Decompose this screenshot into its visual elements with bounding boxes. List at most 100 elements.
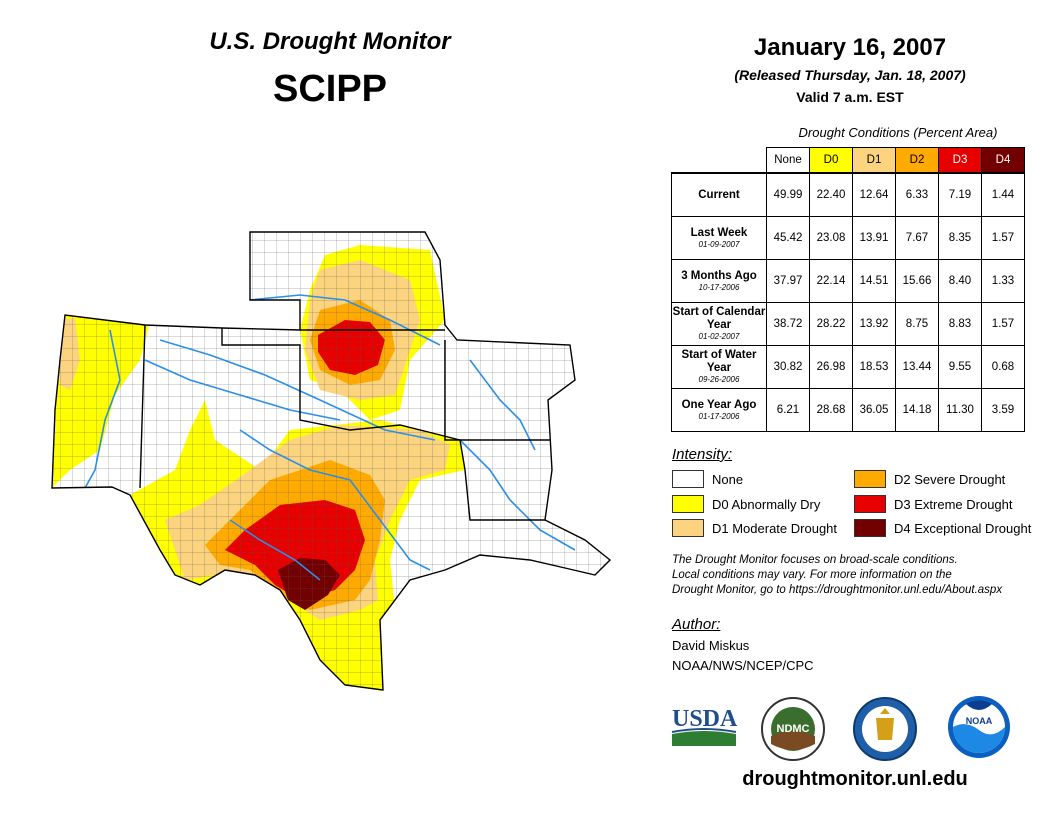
region-title: SCIPP (272, 68, 388, 110)
row-date: 01-17-2006 (698, 411, 740, 421)
row-header: Start of Water Year 09-26-2006 (671, 345, 767, 389)
drought-map (51, 231, 612, 691)
col-header-d4: D4 (981, 147, 1025, 174)
table-cell: 28.68 (809, 388, 853, 432)
table-cell: 22.14 (809, 259, 853, 303)
table-cell: 6.33 (895, 172, 939, 217)
table-cell: 0.68 (981, 345, 1025, 389)
row-header: One Year Ago 01-17-2006 (671, 388, 767, 432)
table-cell: 8.75 (895, 302, 939, 346)
monitor-title: U.S. Drought Monitor (209, 28, 451, 55)
legend-item-d2: D2 Severe Drought (854, 470, 1005, 488)
ndmc-logo-text: NDMC (777, 723, 810, 735)
table-cell: 1.44 (981, 172, 1025, 217)
table-header-row: None D0 D1 D2 D3 D4 (671, 147, 1025, 174)
row-header: Current (671, 172, 767, 217)
noaa-logo-text: NOAA (966, 716, 993, 726)
legend-item-d1: D1 Moderate Drought (672, 519, 837, 537)
release-date: (Released Thursday, Jan. 18, 2007) (734, 67, 966, 83)
table-cell: 13.92 (852, 302, 896, 346)
row-label: 3 Months Ago (681, 269, 757, 282)
row-date: 09-26-2006 (698, 375, 740, 384)
author-label: Author: (672, 616, 721, 633)
table-cell: 37.97 (766, 259, 810, 303)
table-cell: 1.57 (981, 216, 1025, 260)
swatch-d1 (672, 519, 704, 537)
table-cell: 8.35 (938, 216, 982, 260)
row-date: 01-09-2007 (698, 239, 740, 249)
col-header-none: None (766, 147, 810, 174)
map-date: January 16, 2007 (753, 34, 947, 61)
row-label: One Year Ago (681, 398, 757, 411)
table-cell: 9.55 (938, 345, 982, 389)
col-header-d0: D0 (809, 147, 853, 174)
author-org: NOAA/NWS/NCEP/CPC (672, 658, 814, 673)
website-link[interactable]: droughtmonitor.unl.edu (742, 768, 968, 790)
table-cell: 36.05 (852, 388, 896, 432)
table-cell: 8.83 (938, 302, 982, 346)
valid-time: Valid 7 a.m. EST (796, 89, 904, 105)
table-cell: 1.57 (981, 302, 1025, 346)
table-cell: 11.30 (938, 388, 982, 432)
land-area (52, 232, 610, 690)
table-row: 3 Months Ago 10-17-2006 37.97 22.14 14.51… (671, 259, 1025, 303)
row-header: Start of Calendar Year 01-02-2007 (671, 302, 767, 346)
table-cell: 8.40 (938, 259, 982, 303)
table-row: Start of Water Year 09-26-2006 30.82 26.9… (671, 345, 1025, 389)
note-line: Drought Monitor, go to https://droughtmo… (672, 584, 1003, 596)
table-row: One Year Ago 01-17-2006 6.21 28.68 36.05 … (671, 388, 1025, 432)
col-header-d2: D2 (895, 147, 939, 174)
ndmc-logo: NDMC (761, 697, 825, 761)
table-cell: 45.42 (766, 216, 810, 260)
row-label: Last Week (690, 226, 748, 239)
table-cell: 12.64 (852, 172, 896, 217)
note-line: Local conditions may vary. For more info… (672, 569, 952, 581)
table-row: Current 49.99 22.40 12.64 6.33 7.19 1.44 (671, 172, 1025, 217)
col-header-d1: D1 (852, 147, 896, 174)
legend-label: D2 Severe Drought (894, 471, 1006, 487)
row-label: Start of Water Year (681, 349, 757, 374)
table-row: Start of Calendar Year 01-02-2007 38.72 2… (671, 302, 1025, 346)
table-cell: 18.53 (852, 345, 896, 389)
table-cell: 38.72 (766, 302, 810, 346)
table-cell: 7.19 (938, 172, 982, 217)
table-cell: 1.33 (981, 259, 1025, 303)
table-cell: 3.59 (981, 388, 1025, 432)
table-cell: 14.51 (852, 259, 896, 303)
row-header: Last Week 01-09-2007 (671, 216, 767, 260)
row-label: Current (698, 188, 740, 201)
table-cell: 30.82 (766, 345, 810, 389)
table-cell: 15.66 (895, 259, 939, 303)
table-corner (671, 147, 767, 173)
table-row: Last Week 01-09-2007 45.42 23.08 13.91 7.… (671, 216, 1025, 260)
table-cell: 23.08 (809, 216, 853, 260)
state-borders (51, 231, 612, 691)
table-cell: 49.99 (766, 172, 810, 217)
table-cell: 22.40 (809, 172, 853, 217)
legend-item-d4: D4 Exceptional Drought (854, 519, 1031, 537)
legend-title: Intensity: (672, 446, 733, 463)
legend-label: D1 Moderate Drought (712, 520, 838, 536)
table-cell: 13.91 (852, 216, 896, 260)
legend-label: None (712, 471, 744, 487)
row-date: 10-17-2006 (698, 282, 740, 292)
legend-item-d3: D3 Extreme Drought (854, 495, 1013, 513)
usda-logo: USDA (671, 706, 738, 746)
table-cell: 28.22 (809, 302, 853, 346)
rivers (84, 294, 576, 581)
table-cell: 26.98 (809, 345, 853, 389)
usda-logo-text: USDA (672, 706, 738, 732)
table-cell: 13.44 (895, 345, 939, 389)
noaa-logo: NOAA (948, 696, 1010, 758)
swatch-none (672, 470, 704, 488)
row-date: 01-02-2007 (698, 332, 740, 341)
legend-label: D3 Extreme Drought (894, 496, 1013, 512)
swatch-d2 (854, 470, 886, 488)
legend-label: D0 Abnormally Dry (712, 496, 821, 512)
swatch-d4 (854, 519, 886, 537)
drought-table: None D0 D1 D2 D3 D4 Current 49.99 22.40 … (671, 147, 1025, 432)
table-caption: Drought Conditions (Percent Area) (798, 125, 998, 140)
row-header: 3 Months Ago 10-17-2006 (671, 259, 767, 303)
author-name: David Miskus (672, 638, 750, 653)
commerce-logo (853, 697, 917, 761)
